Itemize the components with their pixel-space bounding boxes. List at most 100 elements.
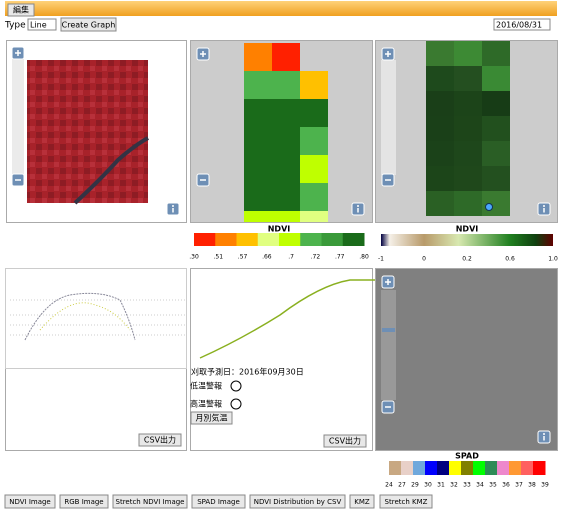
grid-cell: [272, 71, 300, 99]
grid-cell: [244, 99, 272, 127]
csv-button-label: CSV出力: [329, 436, 361, 446]
grid-cell: [244, 43, 272, 71]
color-swatch: [425, 461, 438, 475]
high-temp-label: 高温警報: [190, 399, 222, 409]
type-select[interactable]: [27, 18, 57, 31]
grid-cell: [300, 211, 328, 222]
header-bar: [5, 1, 557, 16]
grid-cell: [244, 127, 272, 155]
color-swatch: [437, 461, 450, 475]
color-swatch: [521, 461, 534, 475]
image-button[interactable]: [349, 494, 375, 509]
grid-cell: [426, 91, 454, 116]
legend-label: 33: [463, 482, 471, 489]
image-button[interactable]: [249, 494, 346, 509]
grid-cell: [454, 116, 482, 141]
image-button-label: RGB Image: [64, 498, 103, 506]
grid-cell: [426, 166, 454, 191]
chart-line: [24, 292, 136, 341]
color-swatch: [401, 461, 414, 475]
color-swatch: [509, 461, 522, 475]
csv-button[interactable]: [138, 433, 182, 447]
monthly-temp-label: 月別気温: [196, 413, 228, 423]
grid-cell: [244, 211, 272, 222]
grid-cell: [454, 166, 482, 191]
icon-dot: [543, 205, 545, 207]
zoom-handle: [382, 328, 395, 332]
legend-label: 0.2: [462, 256, 472, 263]
legend-label: .7: [288, 254, 294, 261]
legend-label: .51: [214, 254, 224, 261]
legend-label: 38: [528, 482, 536, 489]
image-button-label: KMZ: [354, 498, 370, 506]
legend-label: 29: [411, 482, 419, 489]
legend-title: SPAD: [455, 452, 479, 461]
chart-line: [39, 302, 131, 331]
monthly-temp-button[interactable]: [190, 411, 233, 425]
legend-label: 34: [476, 482, 484, 489]
legend-label: 35: [489, 482, 497, 489]
grid-cell: [482, 141, 510, 166]
low-temp-label: 低温警報: [190, 381, 222, 391]
image-button[interactable]: [112, 494, 188, 509]
legend-label: 1.0: [548, 256, 558, 263]
satellite-image: [27, 60, 148, 203]
color-swatch: [497, 461, 510, 475]
grid-cell: [454, 141, 482, 166]
legend-label: .66: [262, 254, 272, 261]
grid-cell: [272, 127, 300, 155]
date-select[interactable]: [493, 18, 551, 31]
grid-cell: [482, 91, 510, 116]
zoom-slider[interactable]: [381, 290, 396, 400]
color-swatch: [533, 461, 546, 475]
legend-label: .72: [311, 254, 321, 261]
road: [73, 136, 149, 205]
map-panel: [375, 268, 558, 451]
legend-label: .30: [189, 254, 199, 261]
color-swatch: [300, 233, 322, 246]
image-button[interactable]: [191, 494, 246, 509]
date-select-value: 2016/08/31: [496, 21, 542, 30]
grid-cell: [482, 191, 510, 216]
legend-label: .77: [335, 254, 345, 261]
grid-cell: [482, 66, 510, 91]
grid-cell: [244, 183, 272, 211]
grid-cell: [300, 99, 328, 127]
legend-label: .57: [238, 254, 248, 261]
grid-cell: [426, 66, 454, 91]
edit-button[interactable]: [7, 3, 35, 17]
icon-dot: [357, 205, 359, 207]
grid-cell: [272, 183, 300, 211]
high-temp-indicator: [230, 398, 242, 410]
type-label: Type: [4, 21, 26, 31]
grid-cell: [482, 166, 510, 191]
color-bar: [381, 234, 553, 246]
legend-label: 0: [422, 256, 426, 263]
grid-cell: [300, 127, 328, 155]
color-swatch: [194, 233, 216, 246]
legend-label: 24: [385, 482, 393, 489]
legend-label: 32: [450, 482, 458, 489]
legend-label: 27: [398, 482, 406, 489]
grid-cell: [454, 41, 482, 66]
color-swatch: [389, 461, 402, 475]
icon-dot: [543, 433, 545, 435]
image-button-label: Stretch NDVI Image: [116, 498, 185, 506]
grid-cell: [272, 211, 300, 222]
image-button[interactable]: [4, 494, 56, 509]
color-swatch: [413, 461, 426, 475]
zoom-slider[interactable]: [12, 48, 24, 186]
grid-cell: [482, 116, 510, 141]
legend-label: 30: [424, 482, 432, 489]
grid-cell: [300, 71, 328, 99]
grid-cell: [426, 116, 454, 141]
grid-cell: [454, 91, 482, 116]
csv-button[interactable]: [323, 434, 367, 448]
zoom-slider[interactable]: [381, 60, 396, 175]
legend-title: NDVI: [456, 225, 479, 234]
grid-cell: [482, 41, 510, 66]
create-graph-label: Create Graph: [62, 21, 116, 30]
create-graph-button[interactable]: [60, 17, 117, 32]
image-button[interactable]: [59, 494, 109, 509]
image-button[interactable]: [379, 494, 433, 509]
